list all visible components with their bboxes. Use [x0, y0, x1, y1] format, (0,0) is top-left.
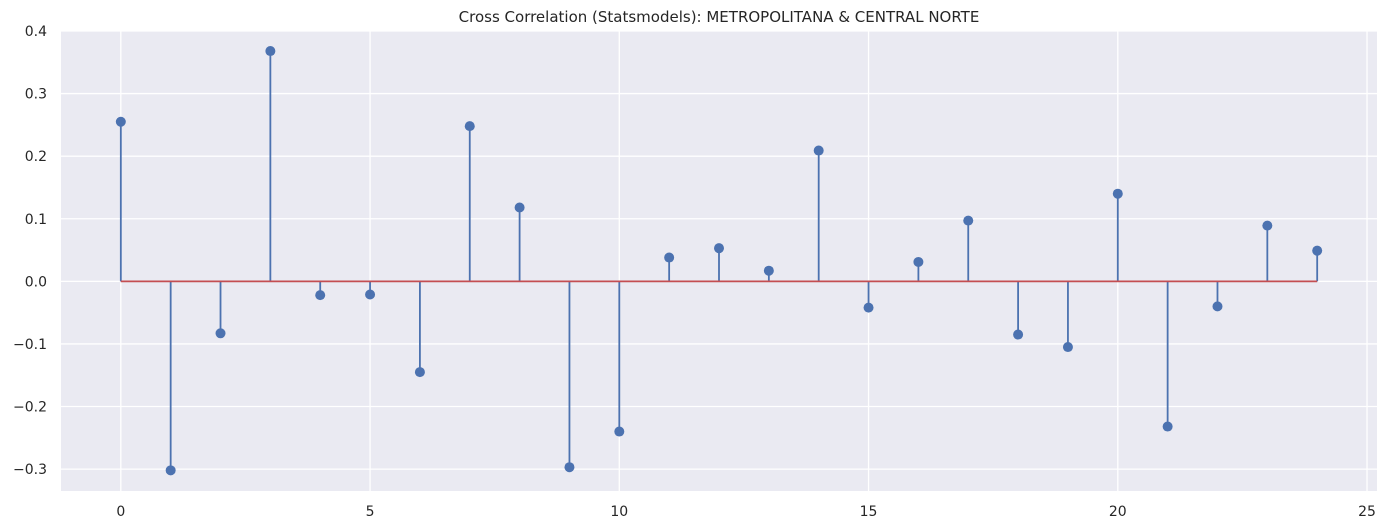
- stem-marker: [714, 243, 724, 254]
- stem-marker: [1212, 301, 1223, 312]
- x-tick-label: 20: [1109, 504, 1127, 520]
- y-tick-label: −0.2: [13, 400, 47, 416]
- y-tick-label: 0.3: [25, 87, 47, 103]
- x-tick-label: 0: [116, 504, 125, 520]
- y-tick-label: 0.1: [25, 212, 47, 228]
- stem-marker: [1162, 421, 1173, 432]
- x-tick-labels: 0 5 10 15 20 25: [116, 504, 1376, 520]
- y-tick-label: 0.0: [25, 274, 47, 290]
- x-tick-label: 10: [610, 504, 628, 520]
- stem-marker: [464, 121, 475, 132]
- stem-marker: [215, 328, 226, 339]
- chart-title: Cross Correlation (Statsmodels): METROPO…: [459, 8, 980, 26]
- stem-marker: [813, 145, 824, 156]
- stem-marker: [1312, 245, 1323, 256]
- stem-marker: [514, 202, 525, 213]
- stem-marker: [863, 302, 874, 313]
- stem-marker: [963, 215, 974, 226]
- stem-marker: [315, 290, 326, 301]
- x-tick-label: 5: [366, 504, 375, 520]
- y-tick-labels: −0.3 −0.2 −0.1 0.0 0.1 0.2 0.3 0.4: [13, 24, 47, 478]
- x-tick-label: 15: [860, 504, 878, 520]
- stem-marker: [1262, 220, 1273, 231]
- stem-marker: [664, 252, 675, 263]
- stem-marker: [365, 289, 376, 300]
- x-tick-label: 25: [1358, 504, 1376, 520]
- stem-marker: [115, 116, 126, 127]
- markers: [115, 46, 1323, 476]
- stem-marker: [1013, 329, 1024, 340]
- stem-marker: [614, 426, 625, 437]
- stem-marker: [165, 465, 176, 476]
- stem-marker: [564, 462, 575, 473]
- stem-marker: [913, 256, 924, 267]
- y-tick-label: 0.4: [25, 24, 47, 40]
- stem-marker: [265, 46, 276, 57]
- y-tick-label: −0.1: [13, 337, 47, 353]
- stem-marker: [414, 367, 425, 378]
- stem-marker: [763, 265, 774, 276]
- y-tick-label: −0.3: [13, 462, 47, 478]
- stem-marker: [1112, 188, 1123, 199]
- stem-marker: [1062, 342, 1073, 353]
- y-tick-label: 0.2: [25, 149, 47, 165]
